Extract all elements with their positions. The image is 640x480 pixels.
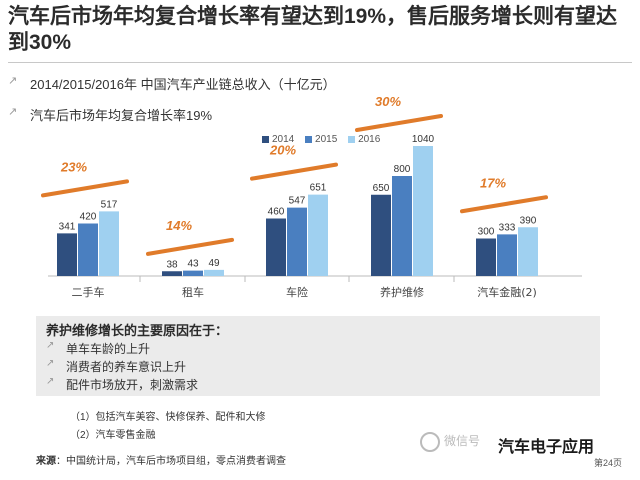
title-divider xyxy=(8,62,632,63)
growth-arrow xyxy=(250,162,338,181)
arrow-bullet-icon: ↗ xyxy=(46,376,55,387)
arrow-bullet-icon: ↗ xyxy=(8,106,18,118)
growth-label: 30% xyxy=(375,94,401,109)
growth-label: 14% xyxy=(166,218,192,233)
growth-arrow xyxy=(146,237,234,256)
bar-2016 xyxy=(518,227,538,276)
chart-legend: 2014 2015 2016 xyxy=(262,134,388,145)
category-label: 车险 xyxy=(286,285,308,299)
bar-2016 xyxy=(413,146,433,276)
data-label: 420 xyxy=(80,212,97,223)
bar-2016 xyxy=(204,269,224,276)
data-label: 650 xyxy=(373,183,390,194)
data-label: 49 xyxy=(208,258,220,269)
bar-2016 xyxy=(99,211,119,276)
bar-2015 xyxy=(392,176,412,276)
bar-2015 xyxy=(78,223,98,276)
footnote-1: （1）包括汽车美容、快修保养、配件和大修 xyxy=(70,412,266,423)
slide-title: 汽车后市场年均复合增长率有望达到19%，售后服务增长则有望达到30% xyxy=(8,5,618,54)
category-label: 租车 xyxy=(182,285,204,299)
brand-label: 汽车电子应用 xyxy=(498,439,595,456)
data-label: 43 xyxy=(187,259,199,270)
data-label: 460 xyxy=(268,207,285,218)
bullet-cagr: ↗ 汽车后市场年均复合增长率19% xyxy=(8,105,213,124)
wechat-watermark: 微信号 xyxy=(420,432,480,452)
growth-arrow xyxy=(41,179,129,198)
reason-item: ↗ 单车车龄的上升 xyxy=(46,340,151,356)
growth-arrow xyxy=(460,195,548,214)
data-label: 333 xyxy=(499,222,516,233)
legend-item-2015: 2015 xyxy=(305,134,337,145)
source-line: 来源：中国统计局，汽车后市场项目组，零点消费者调查 xyxy=(36,456,286,467)
bar-2016 xyxy=(308,194,328,276)
footnote-2: （2）汽车零售金融 xyxy=(70,430,156,441)
growth-label: 20% xyxy=(269,143,296,158)
arrow-bullet-icon: ↗ xyxy=(46,340,55,351)
bar-2015 xyxy=(287,207,307,276)
data-label: 517 xyxy=(101,199,118,210)
bullet-revenue: ↗ 2014/2015/2016年 中国汽车产业链总收入（十亿元） xyxy=(8,74,336,93)
data-label: 38 xyxy=(166,259,178,270)
bar-2014 xyxy=(266,218,286,276)
data-label: 800 xyxy=(394,164,411,175)
reasons-box: 养护维修增长的主要原因在于： ↗ 单车车龄的上升 ↗ 消费者的养车意识上升 ↗ … xyxy=(36,316,600,396)
bar-2014 xyxy=(162,271,182,276)
category-label: 汽车金融(2) xyxy=(477,285,537,299)
growth-label: 23% xyxy=(60,159,87,174)
legend-item-2016: 2016 xyxy=(348,134,380,145)
legend-item-2014: 2014 xyxy=(262,134,294,145)
bar-2015 xyxy=(183,270,203,276)
bar-chart: 341 420 517 二手车 23% 38 43 49 租车 14% 460 547 651 车险 20%… xyxy=(41,94,582,299)
growth-label: 17% xyxy=(480,175,506,190)
data-label: 547 xyxy=(289,196,306,207)
bar-2015 xyxy=(497,234,517,276)
data-label: 390 xyxy=(520,215,537,226)
reasons-title: 养护维修增长的主要原因在于： xyxy=(46,323,229,338)
data-label: 1040 xyxy=(412,134,435,145)
data-label: 300 xyxy=(478,227,495,238)
bar-2014 xyxy=(57,233,77,276)
reason-item: ↗ 配件市场放开，刺激需求 xyxy=(46,376,199,392)
bullet-text: 汽车后市场年均复合增长率19% xyxy=(30,108,213,123)
bar-2014 xyxy=(371,194,391,276)
data-label: 341 xyxy=(59,221,76,232)
arrow-bullet-icon: ↗ xyxy=(8,75,18,87)
category-label: 二手车 xyxy=(72,285,105,299)
arrow-bullet-icon: ↗ xyxy=(46,358,55,369)
category-label: 养护维修 xyxy=(380,285,424,299)
bullet-text: 2014/2015/2016年 中国汽车产业链总收入（十亿元） xyxy=(30,77,336,92)
data-label: 651 xyxy=(310,183,327,194)
wechat-logo-icon xyxy=(420,432,440,452)
growth-arrow xyxy=(355,114,443,132)
reason-item: ↗ 消费者的养车意识上升 xyxy=(46,358,187,374)
bar-2014 xyxy=(476,238,496,276)
page-number: 第24页 xyxy=(594,458,623,468)
